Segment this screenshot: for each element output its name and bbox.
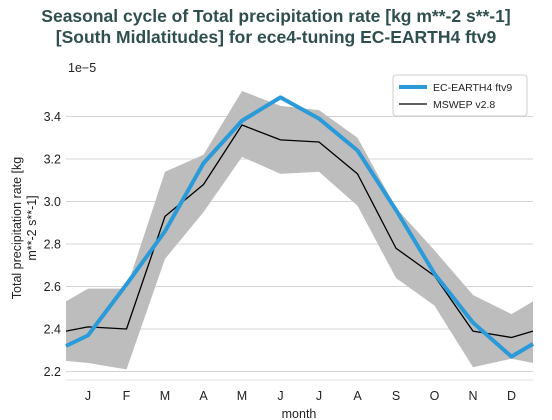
- chart-title: Seasonal cycle of Total precipitation ra…: [0, 6, 552, 48]
- x-tick-label: O: [430, 389, 440, 403]
- x-tick-label: F: [123, 389, 131, 403]
- legend-label-mswep: MSWEP v2.8: [433, 99, 495, 111]
- legend-label-ec-earth4: EC-EARTH4 ftv9: [433, 82, 512, 94]
- x-tick-label: N: [468, 389, 477, 403]
- x-axis-label: month: [282, 407, 317, 420]
- x-tick-label: J: [277, 389, 283, 403]
- series-line-mswep: [65, 124, 534, 339]
- y-axis-label-line-2: m**-2 s**-1]: [25, 195, 39, 260]
- chart-title-line-1: Seasonal cycle of Total precipitation ra…: [41, 6, 511, 26]
- y-offset-label: 1e−5: [68, 61, 96, 75]
- x-tick-label: D: [507, 389, 516, 403]
- band-layer: [66, 91, 533, 370]
- chart-title-line-2: [South Midlatitudes] for ece4-tuning EC-…: [55, 27, 497, 47]
- y-tick-label: 2.2: [44, 365, 61, 379]
- legend: EC-EARTH4 ftv9 MSWEP v2.8: [392, 74, 528, 117]
- x-tick-label: M: [237, 389, 247, 403]
- y-tick-label: 2.6: [44, 280, 61, 294]
- y-tick-label: 2.8: [44, 238, 61, 252]
- y-tick-label: 3.4: [44, 110, 61, 124]
- y-tick-label: 3.0: [44, 195, 61, 209]
- x-tick-label: S: [392, 389, 400, 403]
- x-tick-label: J: [316, 389, 322, 403]
- x-tick-label: M: [160, 389, 170, 403]
- x-tick-label: J: [85, 389, 91, 403]
- series-line-ec-earth4: [65, 95, 535, 359]
- axis-layer: 1e−5 month Total precipitation rate [kg …: [10, 61, 516, 420]
- mswep-range-band: [66, 91, 533, 370]
- y-tick-label: 3.2: [44, 153, 61, 167]
- line-layer: [65, 95, 535, 359]
- x-tick-label: A: [353, 389, 362, 403]
- y-tick-label: 2.4: [44, 323, 61, 337]
- x-tick-label: A: [199, 389, 208, 403]
- y-axis-label-line-1: Total precipitation rate [kg: [10, 157, 24, 299]
